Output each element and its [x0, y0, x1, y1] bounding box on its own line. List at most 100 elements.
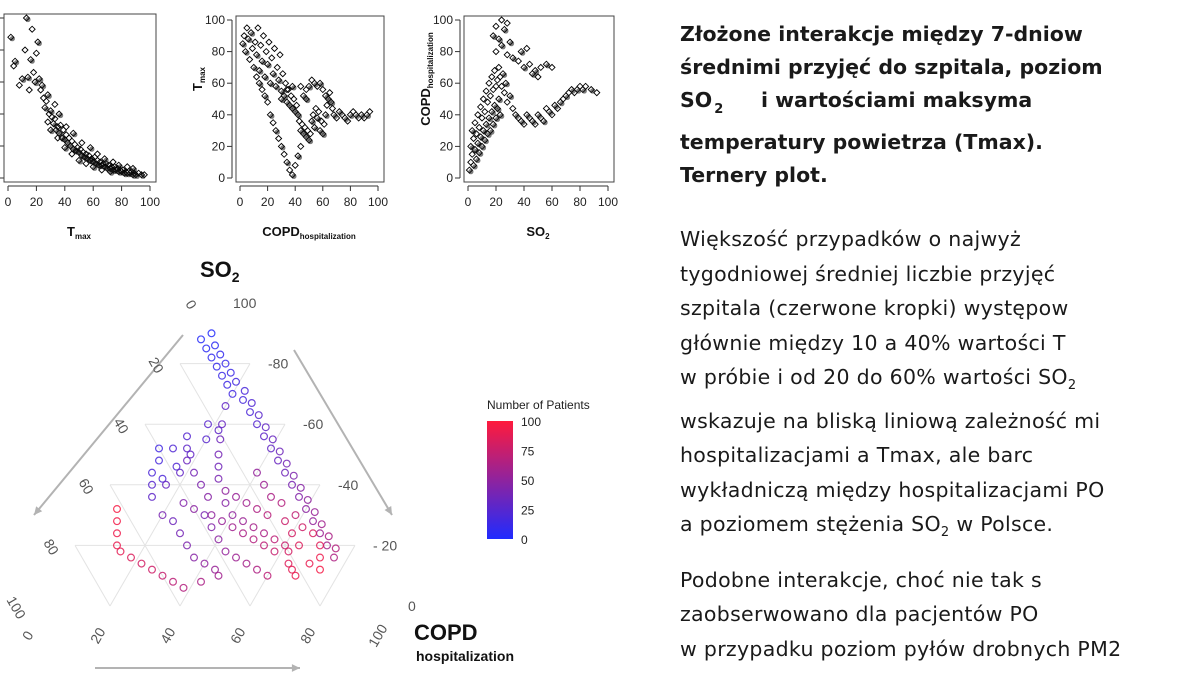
ternary-data-point — [148, 565, 157, 574]
ternary-data-point — [190, 468, 199, 477]
ternary-arrow-head — [291, 664, 300, 672]
data-point — [254, 24, 262, 32]
ternary-data-point — [274, 456, 283, 465]
ternary-right-tick: -60 — [303, 416, 323, 432]
y-axis-label-sub: hospitalization — [426, 32, 435, 88]
data-point-fill — [360, 113, 366, 119]
data-point — [51, 100, 59, 109]
data-point-fill — [545, 63, 551, 69]
data-point-fill — [249, 31, 256, 37]
data-point-fill — [468, 169, 474, 175]
ternary-data-point — [202, 344, 211, 353]
ternary-top-label: SO2 — [200, 257, 240, 285]
data-point-fill — [274, 85, 280, 91]
data-point-fill — [241, 42, 247, 48]
ternary-data-point — [216, 350, 225, 359]
data-point-fill — [131, 167, 138, 173]
data-point — [483, 98, 492, 106]
x-axis-label-sub: hospitalization — [300, 232, 356, 241]
data-point-fill — [559, 101, 565, 107]
data-point-fill — [291, 173, 297, 179]
data-point-fill — [280, 145, 286, 151]
ternary-data-point — [309, 517, 318, 526]
data-point — [485, 79, 493, 87]
ternary-data-point — [172, 462, 181, 471]
data-point-fill — [496, 107, 502, 113]
data-point-fill — [72, 132, 78, 138]
ternary-right-tick: 100 — [233, 295, 257, 311]
data-point-fill — [480, 145, 487, 151]
ternary-data-point — [221, 486, 230, 495]
ternary-direction-arrow — [293, 349, 393, 516]
data-point — [246, 55, 254, 64]
ternary-data-point — [289, 471, 298, 480]
ternary-data-point — [204, 492, 213, 501]
ternary-data-point — [270, 535, 279, 544]
data-point — [326, 89, 334, 97]
plot-frame — [463, 15, 615, 183]
data-point — [82, 159, 90, 168]
data-point-fill — [542, 120, 548, 126]
data-point — [15, 81, 23, 89]
ternary-data-point — [158, 571, 167, 580]
data-point-fill — [49, 128, 55, 135]
data-point-fill — [109, 170, 115, 176]
data-point-fill — [321, 132, 327, 138]
ternary-data-point — [214, 462, 223, 471]
data-point — [280, 150, 288, 158]
data-point — [297, 82, 305, 90]
data-point — [309, 111, 317, 119]
data-point-fill — [564, 94, 571, 100]
data-point — [21, 46, 29, 54]
data-point-fill — [58, 112, 64, 119]
ternary-data-point — [223, 380, 232, 389]
data-point-fill — [305, 97, 311, 104]
ternary-data-point — [239, 529, 248, 538]
ternary-data-point — [214, 474, 223, 483]
ternary-data-point — [232, 553, 241, 562]
ternary-data-point — [221, 402, 230, 411]
data-point-fill — [553, 104, 559, 110]
data-point-fill — [522, 66, 529, 72]
ternary-data-point — [218, 371, 227, 380]
data-point — [500, 89, 509, 97]
y-tick-label: 20 — [212, 139, 226, 153]
ternary-data-point — [202, 435, 211, 444]
ternary-grid-line — [109, 484, 181, 607]
plot-frame — [3, 13, 157, 183]
ternary-data-point — [254, 411, 263, 420]
data-point — [54, 134, 62, 142]
data-point — [323, 101, 331, 109]
ternary-data-point — [288, 565, 297, 574]
x-tick-label: 100 — [140, 195, 160, 209]
x-tick-label: 60 — [545, 195, 559, 209]
ternary-data-point — [303, 495, 312, 504]
data-point — [548, 63, 556, 72]
data-point — [251, 38, 259, 46]
x-tick-label: 20 — [489, 195, 503, 209]
ternary-left-tick: 20 — [146, 354, 168, 376]
data-point-fill — [499, 113, 505, 119]
data-point — [525, 60, 534, 68]
y-tick-label: 40 — [212, 108, 226, 122]
data-point — [298, 120, 306, 128]
data-point-fill — [479, 135, 485, 142]
ternary-data-point — [281, 541, 290, 550]
data-point-fill — [140, 173, 146, 179]
y-axis-label-main: T — [190, 83, 205, 91]
p1-line-1: Większość przypadków o najwyż — [680, 227, 1022, 251]
data-point — [503, 98, 511, 106]
colorbar-bar — [487, 421, 513, 539]
ternary-data-point — [228, 389, 237, 398]
colorbar: Number of Patients 0 25 50 75 100 — [487, 398, 590, 547]
plot-frame — [235, 15, 385, 183]
ternary-data-point — [253, 565, 262, 574]
p1-line-7: hospitalizacjami a Tmax, ale barc — [680, 443, 1034, 468]
data-point — [482, 87, 490, 95]
data-point-fill — [252, 66, 258, 72]
x-tick-label: 80 — [115, 195, 129, 209]
data-point — [37, 86, 45, 94]
p1-line-6: wskazuje na bliską liniową zależność mi — [680, 408, 1101, 433]
data-point-fill — [472, 164, 478, 170]
data-point — [308, 76, 316, 84]
